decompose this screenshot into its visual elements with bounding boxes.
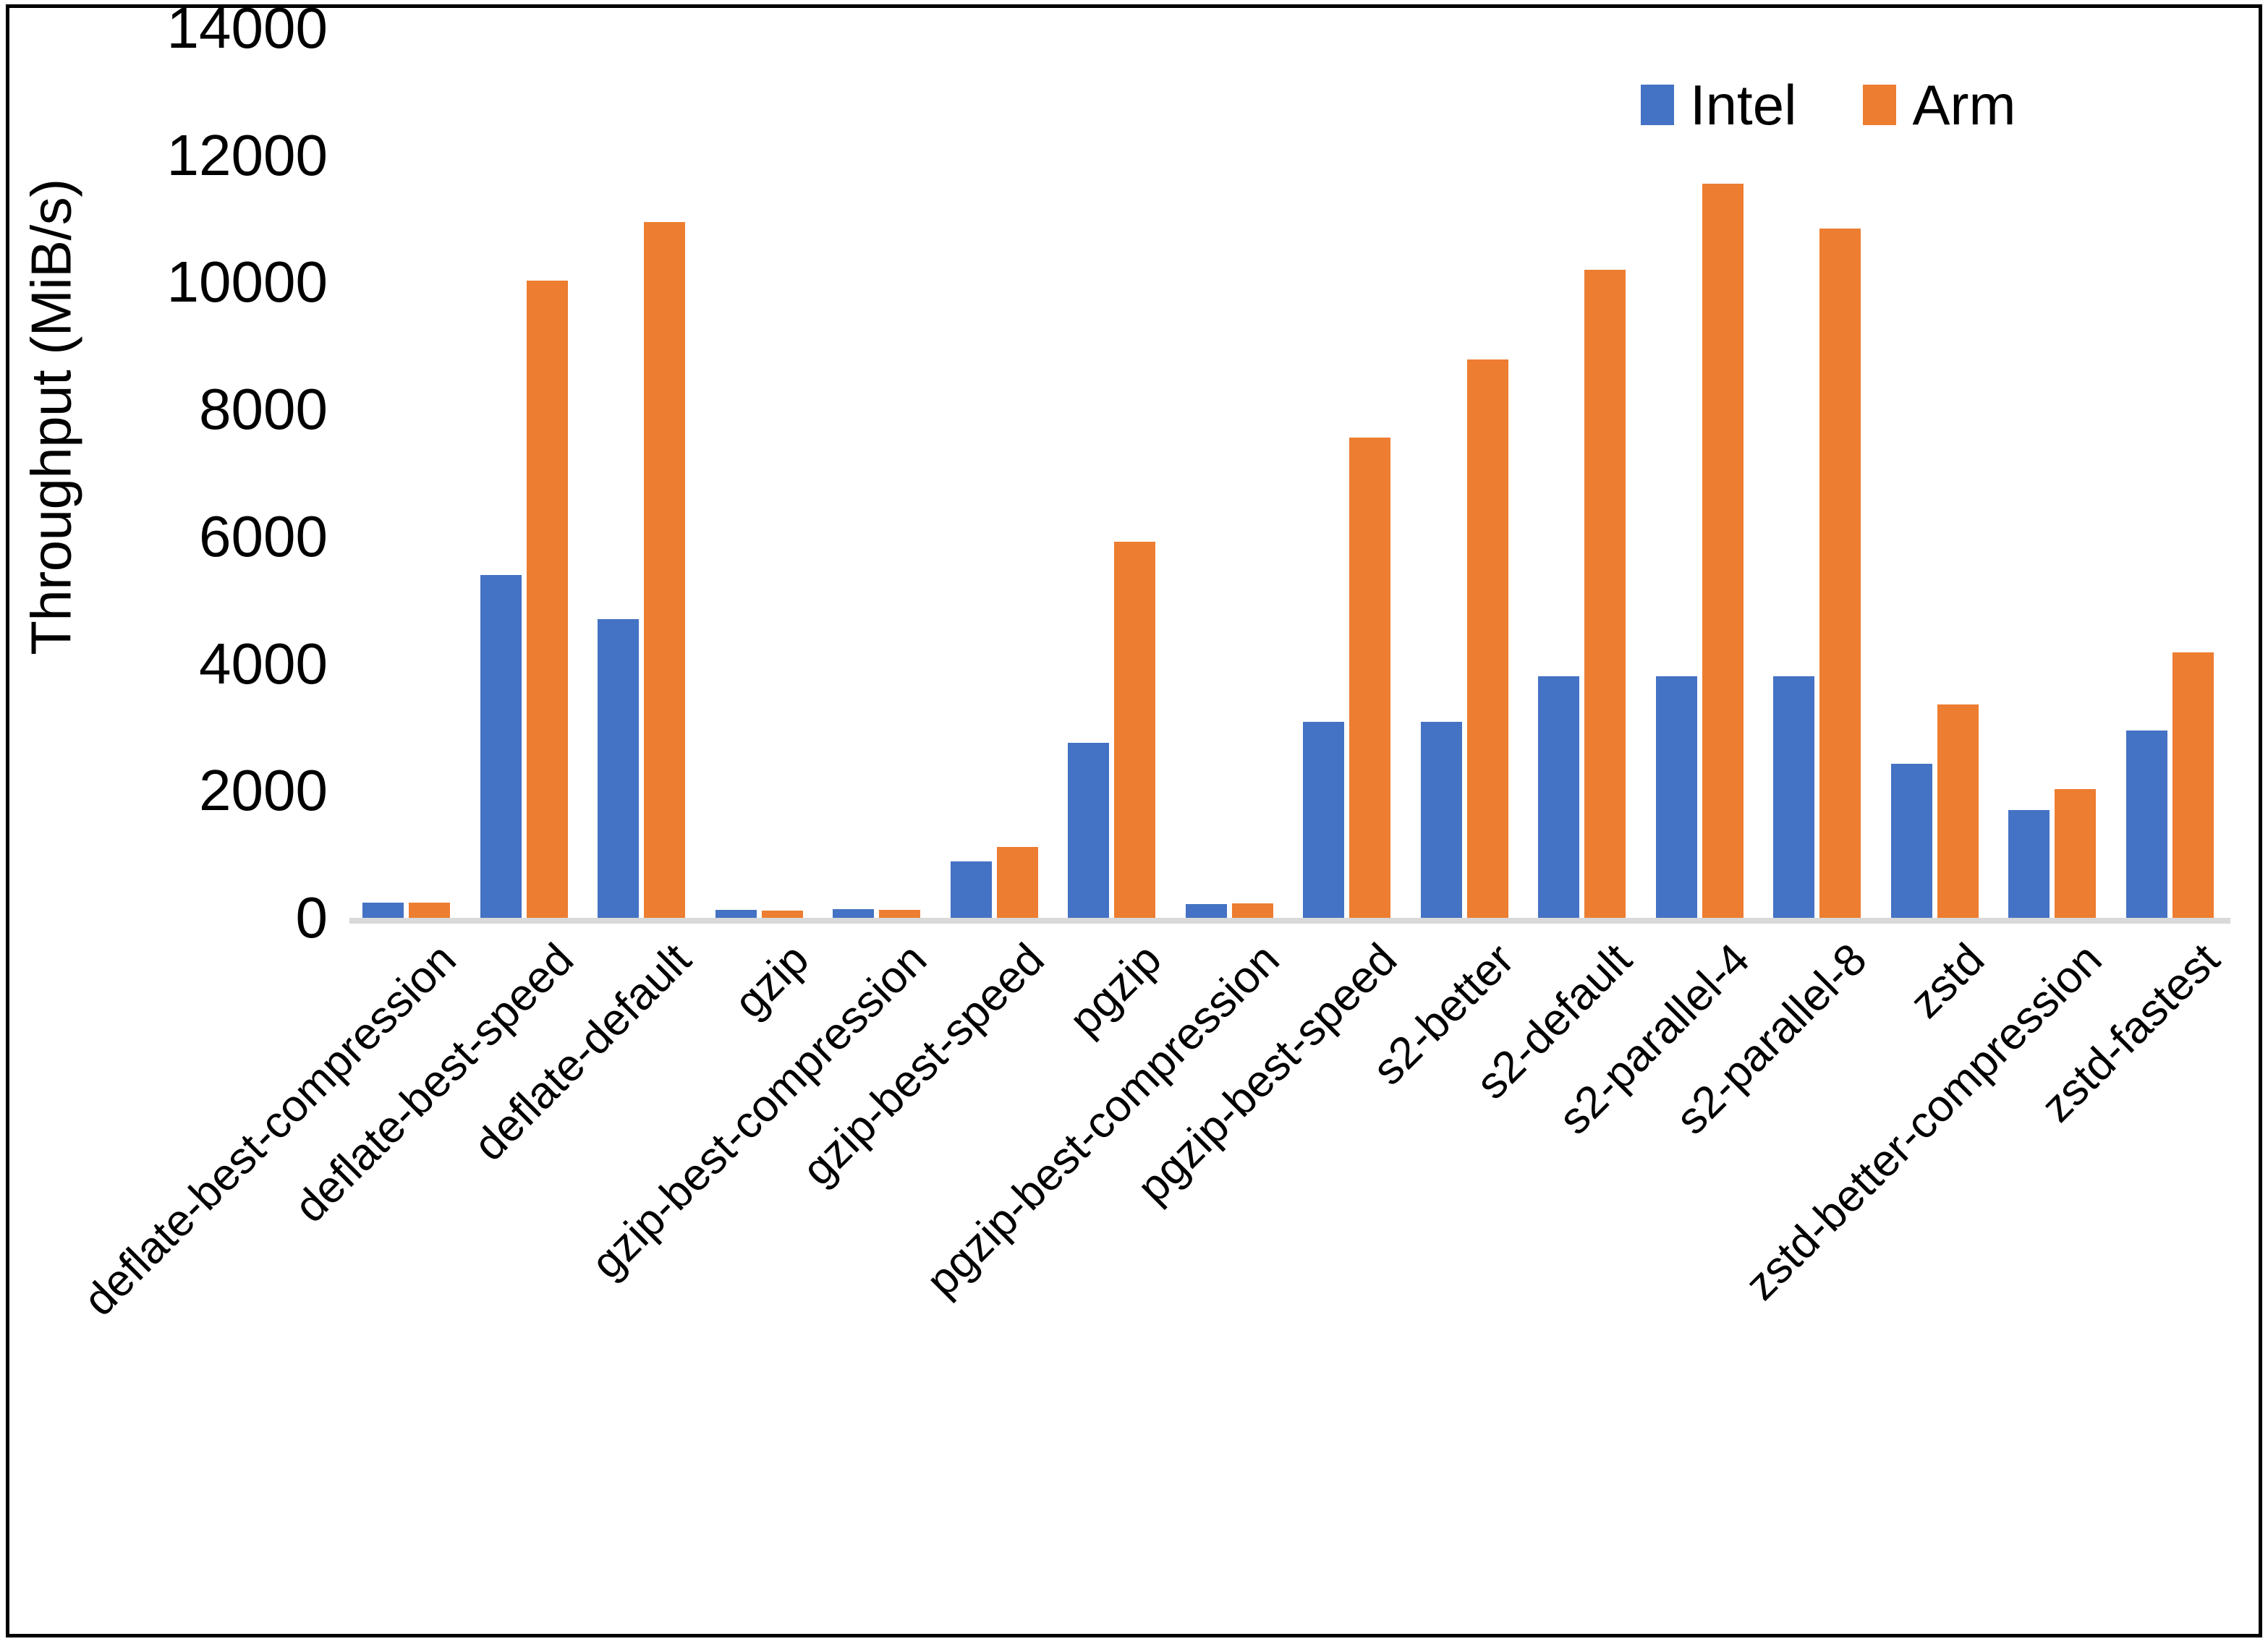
bar-group <box>1173 28 1291 918</box>
legend-item-intel[interactable]: Intel <box>1641 77 1796 133</box>
bar-intel[interactable] <box>715 909 757 918</box>
bar-intel[interactable] <box>362 903 404 918</box>
bar-arm[interactable] <box>2172 652 2214 918</box>
bar-group <box>1290 28 1408 918</box>
bar-group <box>349 28 467 918</box>
bar-intel[interactable] <box>1068 743 1109 918</box>
bar-intel[interactable] <box>1773 676 1814 918</box>
bar-intel[interactable] <box>1655 676 1697 918</box>
legend-swatch-arm <box>1863 85 1897 125</box>
bar-arm[interactable] <box>1702 184 1744 918</box>
y-tick-label: 0 <box>295 885 328 950</box>
y-tick-label: 4000 <box>199 631 328 696</box>
bar-arm[interactable] <box>2055 788 2096 918</box>
bar-group <box>1055 28 1173 918</box>
x-axis-line <box>349 918 2230 924</box>
bar-group <box>585 28 702 918</box>
bar-intel[interactable] <box>480 574 522 918</box>
plot-area <box>349 28 2231 924</box>
bar-group <box>467 28 585 918</box>
x-axis-tick-labels: deflate-best-compression deflate-best-spe… <box>75 927 2230 1577</box>
bar-arm[interactable] <box>996 847 1038 918</box>
bar-intel[interactable] <box>950 861 992 918</box>
x-tick-label: gzip <box>725 934 819 1028</box>
bar-intel[interactable] <box>1303 722 1344 918</box>
bar-arm[interactable] <box>1937 704 1979 918</box>
bar-intel[interactable] <box>1538 676 1579 918</box>
y-tick-label: 12000 <box>166 122 328 187</box>
bar-group <box>1643 28 1761 918</box>
bar-arm[interactable] <box>1349 437 1390 918</box>
bar-arm[interactable] <box>526 280 568 918</box>
bar-group <box>938 28 1056 918</box>
chart-legend: Intel Arm <box>1641 77 2016 133</box>
y-axis-tick-labels: 14000 12000 10000 8000 6000 4000 2000 0 <box>111 0 328 950</box>
bar-intel[interactable] <box>1185 903 1227 918</box>
bar-group <box>1408 28 1526 918</box>
bar-group <box>1525 28 1643 918</box>
bar-group <box>702 28 820 918</box>
bar-intel[interactable] <box>1890 763 1932 918</box>
y-tick-label: 6000 <box>199 503 328 568</box>
bar-intel[interactable] <box>2008 809 2050 918</box>
y-axis-title: Throughput (MiB/s) <box>19 179 83 655</box>
bar-arm[interactable] <box>1114 541 1155 918</box>
bar-arm[interactable] <box>644 221 685 918</box>
bar-group <box>2113 28 2231 918</box>
bar-arm[interactable] <box>409 902 450 918</box>
bar-arm[interactable] <box>1466 359 1508 918</box>
legend-item-arm[interactable]: Arm <box>1863 77 2016 133</box>
bar-group <box>820 28 938 918</box>
bar-chart: Throughput (MiB/s) 14000 12000 10000 8000 60… <box>9 0 2259 1634</box>
legend-label-arm: Arm <box>1912 73 2016 137</box>
bar-arm[interactable] <box>1584 269 1626 918</box>
bar-arm[interactable] <box>1231 903 1273 918</box>
bar-arm[interactable] <box>761 911 803 918</box>
legend-swatch-intel <box>1641 85 1674 125</box>
bar-group <box>1878 28 1996 918</box>
legend-label-intel: Intel <box>1690 73 1797 137</box>
chart-frame: Throughput (MiB/s) 14000 12000 10000 8000 60… <box>6 0 2262 1637</box>
x-tick-label: zstd <box>1900 934 1995 1028</box>
bar-intel[interactable] <box>833 908 874 918</box>
bar-group <box>1995 28 2113 918</box>
bar-intel[interactable] <box>1420 722 1462 918</box>
bar-arm[interactable] <box>879 910 920 918</box>
bar-arm[interactable] <box>1819 228 1861 918</box>
y-tick-label: 14000 <box>166 0 328 60</box>
bar-intel[interactable] <box>598 619 639 918</box>
bar-intel[interactable] <box>2125 730 2167 918</box>
y-tick-label: 2000 <box>199 758 328 823</box>
x-tick-label: pgzip <box>1060 934 1171 1046</box>
y-tick-label: 10000 <box>166 250 328 315</box>
y-tick-label: 8000 <box>199 377 328 442</box>
bar-group <box>1760 28 1878 918</box>
